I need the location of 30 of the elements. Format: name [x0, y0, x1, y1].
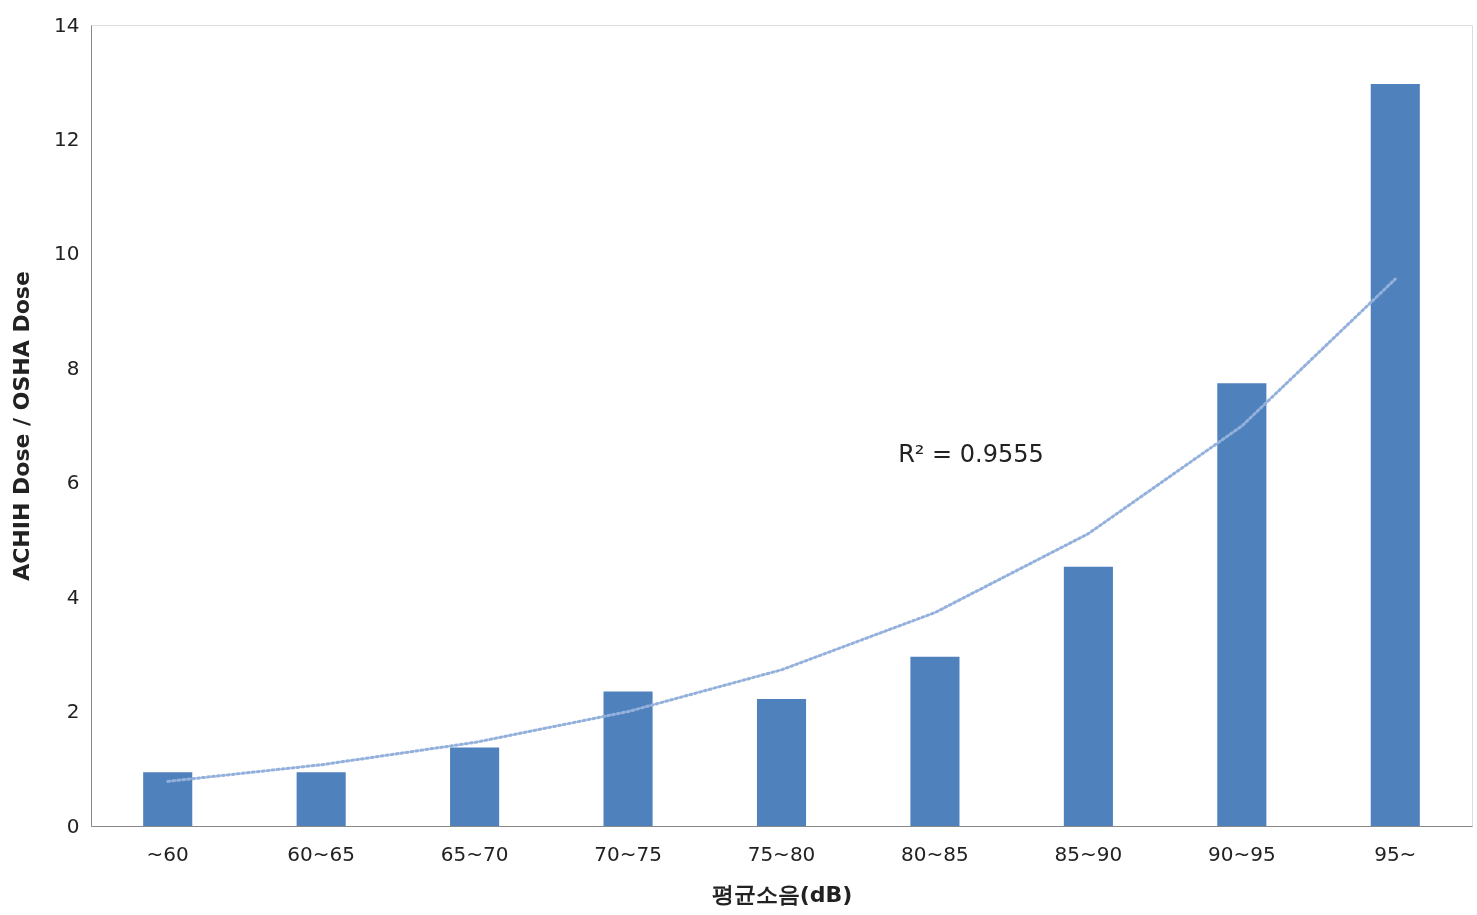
x-tick-label: 80~85 — [901, 841, 969, 866]
x-tick-label: 85~90 — [1054, 841, 1123, 866]
x-tick-label: 65~70 — [440, 841, 509, 866]
y-tick-label: 14 — [54, 12, 80, 37]
bar — [450, 747, 500, 826]
x-tick-label: 70~75 — [594, 841, 662, 866]
y-tick-label: 0 — [66, 813, 80, 838]
x-tick-label: 95~ — [1374, 841, 1417, 866]
y-axis-title: ACHIH Dose / OSHA Dose — [9, 271, 35, 581]
bar — [910, 656, 960, 826]
y-tick-label: 8 — [66, 355, 80, 380]
bar — [1370, 83, 1420, 826]
line-series — [166, 277, 1397, 783]
y-tick-label: 4 — [66, 584, 80, 609]
annotation: R² = 0.9555 — [898, 440, 1044, 468]
bar — [756, 698, 807, 826]
y-tick-label: 6 — [66, 470, 80, 495]
bar — [603, 691, 653, 826]
bar — [296, 772, 346, 826]
x-tick-label: 90~95 — [1208, 841, 1276, 866]
bar — [1217, 383, 1267, 826]
y-tick-label: 2 — [66, 699, 80, 724]
x-tick-label: 60~65 — [287, 841, 355, 866]
y-tick-label: 10 — [54, 241, 80, 266]
y-tick-label: 12 — [54, 126, 80, 151]
x-tick-label: 75~80 — [747, 841, 816, 866]
x-tick-label: ~60 — [146, 841, 189, 866]
bar — [143, 772, 193, 826]
x-axis-title: 평균소음(dB) — [711, 881, 853, 907]
bar — [1063, 566, 1113, 826]
